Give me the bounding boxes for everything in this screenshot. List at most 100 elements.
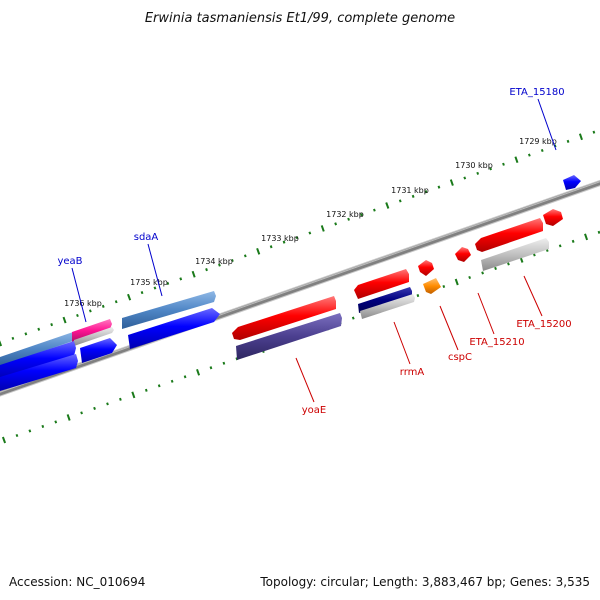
gene-feature-ETA15180-blue[interactable] (563, 175, 581, 190)
minor-tick (424, 190, 428, 194)
minor-tick (308, 231, 312, 235)
gene-feature-sdaA-steel[interactable] (122, 291, 216, 329)
gene-feature-rrmA-navy[interactable] (358, 287, 412, 313)
minor-tick (566, 139, 570, 143)
gene-label-cspC[interactable]: cspC (448, 352, 472, 363)
major-tick (131, 391, 136, 399)
minor-tick (571, 239, 575, 243)
minor-tick (222, 361, 226, 365)
gene-feature-yoaE-purple[interactable] (236, 313, 342, 360)
kbp-label: 1731 kbp (391, 186, 429, 195)
minor-tick (153, 286, 157, 290)
gene-label-ETA_15200[interactable]: ETA_15200 (516, 319, 571, 330)
kbp-label: 1734 kbp (195, 257, 233, 266)
gene-feature-steel-left[interactable] (0, 331, 76, 366)
gene-label-yoaE[interactable]: yoaE (302, 405, 326, 416)
accession-label: Accession: NC_010694 (9, 575, 145, 589)
gene-feature-red-small[interactable] (418, 260, 434, 276)
map-title: Erwinia tasmaniensis Et1/99, complete ge… (145, 11, 455, 26)
minor-tick (80, 411, 83, 415)
minor-tick (54, 420, 58, 424)
gene-feature-cspC-orange[interactable] (423, 278, 441, 294)
minor-tick (398, 199, 402, 203)
minor-tick (592, 130, 596, 134)
minor-tick (442, 284, 446, 289)
kbp-label: 1730 kbp (455, 161, 493, 170)
gene-label-sdaA[interactable]: sdaA (134, 232, 159, 243)
gene-feature-blue-left[interactable] (0, 341, 76, 380)
gene-feature-yeaB-magenta[interactable] (72, 319, 112, 342)
minor-tick (209, 366, 213, 370)
minor-tick (507, 262, 510, 266)
minor-tick (144, 388, 148, 392)
gene-label-yeaB[interactable]: yeaB (57, 256, 82, 267)
minor-tick (334, 222, 338, 226)
minor-tick (28, 429, 32, 433)
minor-tick (463, 176, 467, 180)
gene-label-ETA_15210[interactable]: ETA_15210 (469, 337, 524, 348)
minor-tick (119, 397, 122, 401)
gene-feature-rrmA-gray[interactable] (360, 294, 415, 319)
minor-tick (114, 300, 118, 304)
minor-tick (166, 281, 170, 285)
gene-feature-sdaA-blue[interactable] (128, 308, 220, 349)
minor-tick (494, 266, 497, 271)
kbp-label: 1733 kbp (261, 234, 299, 243)
genome-backbone (0, 179, 600, 397)
minor-tick (527, 153, 531, 157)
minor-tick (183, 375, 187, 379)
major-tick (196, 368, 201, 376)
major-tick (191, 270, 196, 278)
minor-tick (15, 433, 19, 438)
kbp-label: 1736 kbp (64, 299, 102, 308)
major-tick (454, 278, 459, 286)
gene-callout-lines (71, 98, 557, 403)
kbp-scale: 1736 kbp 1735 kbp 1734 kbp 1733 kbp 1732… (64, 137, 557, 308)
gene-feature-blue-left-lower[interactable] (0, 354, 78, 391)
minor-tick (231, 258, 234, 263)
minor-tick (558, 244, 562, 248)
minor-tick (50, 323, 54, 327)
gene-feature-yoaE-red[interactable] (232, 296, 336, 340)
minor-tick (93, 406, 96, 410)
minor-tick (24, 332, 28, 336)
gene-labels: yeaB sdaA ETA_15180 yoaE rrmA cspC ETA_1… (57, 87, 571, 416)
minor-tick (437, 185, 441, 189)
minor-tick (76, 313, 79, 318)
gene-feature-gray-small[interactable] (74, 327, 114, 346)
minor-tick (282, 240, 286, 244)
feature-track-reverse (232, 209, 563, 360)
minor-tick (540, 148, 544, 153)
gene-label-rrmA[interactable]: rrmA (400, 367, 425, 378)
minor-tick (416, 293, 420, 298)
minor-tick (481, 271, 484, 275)
gene-feature-blue-arrow[interactable] (80, 338, 117, 363)
gene-label-ETA_15180[interactable]: ETA_15180 (509, 87, 564, 98)
major-tick (449, 179, 454, 186)
major-tick (514, 156, 519, 164)
minor-tick (11, 336, 15, 340)
major-tick (578, 133, 583, 141)
gene-feature-ETA15210-red[interactable] (455, 247, 471, 262)
minor-tick (489, 167, 492, 171)
minor-tick (597, 230, 600, 234)
minor-tick (351, 316, 355, 320)
gene-feature-ETA15200-gray[interactable] (481, 238, 549, 271)
topology-label: Topology: circular; Length: 3,883,467 bp… (259, 575, 590, 589)
kbp-label: 1735 kbp (130, 278, 168, 287)
major-tick (127, 293, 132, 301)
major-tick (1, 436, 7, 444)
minor-tick (295, 236, 299, 240)
gene-feature-rrmA-red[interactable] (354, 269, 409, 299)
minor-tick (360, 213, 363, 217)
major-tick (584, 233, 589, 241)
gene-feature-ETA15200-red[interactable] (475, 218, 543, 252)
outer-tick-track (0, 130, 596, 347)
minor-tick (106, 402, 109, 406)
feature-track-forward (0, 175, 581, 391)
minor-tick (553, 144, 557, 148)
minor-tick (157, 384, 161, 388)
gene-feature-red-right[interactable] (543, 209, 563, 226)
minor-tick (218, 263, 221, 267)
